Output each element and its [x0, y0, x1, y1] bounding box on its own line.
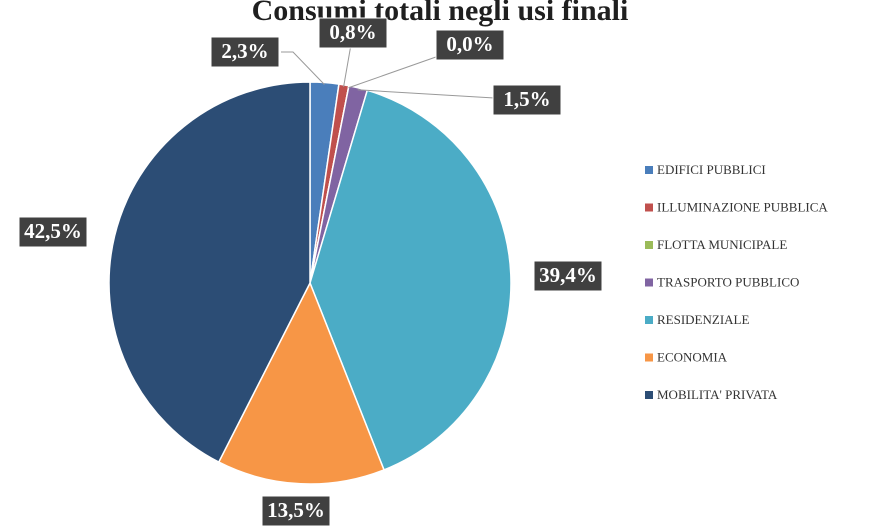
- legend-swatch: [645, 353, 653, 362]
- label-box: [18, 216, 88, 248]
- pie-slice: [309, 89, 512, 471]
- legend-label: MOBILITA' PRIVATA: [657, 387, 778, 402]
- label-box: [261, 495, 331, 526]
- label-box: [210, 36, 280, 68]
- legend-swatch: [645, 203, 653, 212]
- data-label: 39,4%: [539, 263, 597, 287]
- data-label: 2,3%: [221, 39, 268, 63]
- label-box: [533, 260, 603, 292]
- label-box: [492, 84, 562, 116]
- legend-swatch: [645, 316, 653, 324]
- data-label: 13,5%: [267, 498, 325, 522]
- legend-label: TRASPORTO PUBBLICO: [657, 274, 799, 289]
- chart-title: Consumi totali negli usi finali: [252, 0, 629, 27]
- legend-swatch: [645, 241, 653, 249]
- legend-label: RESIDENZIALE: [657, 312, 749, 327]
- data-label: 42,5%: [24, 219, 82, 243]
- label-box: [318, 17, 388, 49]
- legend-swatch: [645, 278, 653, 287]
- legend-swatch: [645, 391, 653, 399]
- data-label: 0,8%: [329, 20, 376, 44]
- pie-slice: [108, 81, 311, 464]
- legend-label: FLOTTA MUNICIPALE: [657, 237, 787, 252]
- legend-label: EDIFICI PUBBLICI: [657, 162, 766, 177]
- pie-slice: [217, 281, 385, 485]
- legend-label: ILLUMINAZIONE PUBBLICA: [657, 199, 828, 214]
- legend-label: ECONOMIA: [657, 349, 728, 364]
- label-box: [435, 29, 505, 61]
- data-label: 1,5%: [503, 87, 550, 111]
- data-label: 0,0%: [446, 32, 493, 56]
- leader-line: [281, 51, 325, 85]
- legend-swatch: [645, 166, 653, 174]
